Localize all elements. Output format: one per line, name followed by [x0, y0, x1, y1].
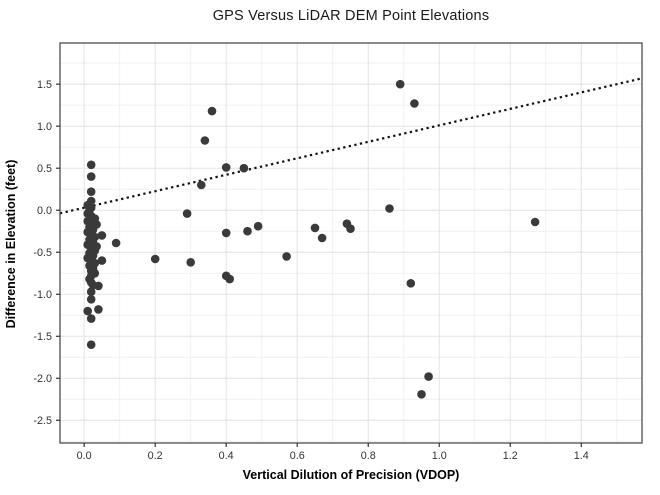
- data-point: [94, 281, 103, 291]
- data-point: [86, 187, 96, 196]
- data-point: [385, 204, 394, 213]
- y-tick-label: -2.0: [33, 373, 52, 385]
- data-point: [221, 163, 231, 172]
- x-axis-title: Vertical Dilution of Precision (VDOP): [242, 468, 460, 482]
- x-tick-label: 0.6: [290, 450, 305, 462]
- data-point: [197, 180, 206, 190]
- data-point: [310, 223, 320, 233]
- data-point: [239, 163, 249, 173]
- data-point: [243, 226, 252, 236]
- grid-major: [60, 43, 642, 443]
- data-point: [86, 160, 96, 170]
- y-tick-label: -1.0: [33, 289, 52, 301]
- data-point: [207, 106, 217, 116]
- data-point: [94, 305, 103, 314]
- data-point: [83, 306, 92, 316]
- data-point: [225, 274, 234, 284]
- trend-line: [59, 77, 643, 215]
- y-tick-label: -2.5: [33, 415, 52, 427]
- data-point: [86, 172, 96, 181]
- data-point: [530, 217, 540, 227]
- data-point: [253, 221, 263, 231]
- data-point: [86, 287, 96, 297]
- data-point: [111, 238, 121, 248]
- y-tick-label: -0.5: [33, 247, 52, 259]
- x-tick-label: 0.8: [361, 450, 376, 462]
- data-point: [150, 254, 160, 264]
- y-tick-label: 0.5: [37, 163, 52, 175]
- x-tick-label: 1.4: [574, 450, 589, 462]
- x-axis-ticks: 0.0 0.2 0.4 0.6 0.8 1.0 1.2 1.4: [77, 443, 589, 462]
- data-point: [97, 256, 107, 265]
- y-axis-ticks: -2.5 -2.0 -1.5 -1.0 -0.5 0.0 0.5 1.0 1.5: [33, 79, 60, 427]
- panel-border: [59, 42, 643, 444]
- data-point: [86, 314, 96, 323]
- data-point: [424, 372, 433, 381]
- x-tick-label: 0.4: [219, 450, 234, 462]
- data-point: [86, 295, 96, 304]
- x-tick-label: 0.2: [148, 450, 163, 462]
- data-point: [97, 231, 107, 240]
- x-tick-label: 1.2: [503, 450, 518, 462]
- data-point: [221, 228, 231, 238]
- y-tick-label: 0.0: [37, 205, 52, 217]
- panel-background: [60, 43, 642, 443]
- data-point: [406, 279, 416, 288]
- data-point: [186, 258, 195, 267]
- y-axis-title: Difference in Elevation (feet): [4, 159, 18, 329]
- y-tick-label: 1.0: [37, 121, 52, 133]
- x-tick-label: 1.0: [432, 450, 447, 462]
- y-tick-label: 1.5: [37, 79, 52, 91]
- data-point: [395, 79, 405, 89]
- data-point: [317, 233, 327, 243]
- x-tick-label: 0.0: [77, 450, 92, 462]
- data-points: [83, 79, 540, 399]
- chart-title: GPS Versus LiDAR DEM Point Elevations: [212, 8, 490, 24]
- data-point: [410, 99, 419, 108]
- data-point: [182, 209, 192, 218]
- data-point: [86, 340, 96, 350]
- data-point: [200, 136, 210, 145]
- data-point: [282, 252, 291, 261]
- y-tick-label: -1.5: [33, 331, 52, 343]
- data-point: [346, 224, 355, 233]
- data-point: [417, 390, 426, 399]
